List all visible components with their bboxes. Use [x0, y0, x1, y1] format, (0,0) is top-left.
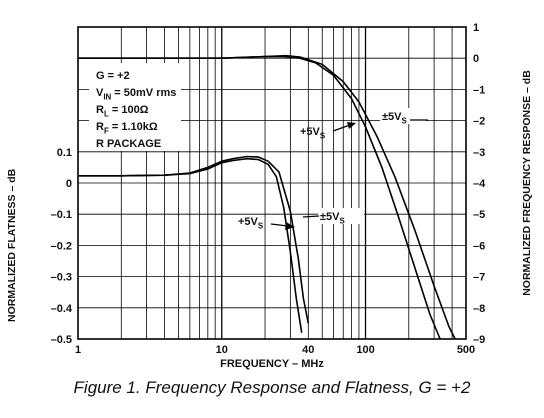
label-backdrop — [318, 208, 364, 224]
x-tick-label: 1 — [75, 344, 81, 356]
arrow-line — [332, 124, 351, 132]
condition-line: RF = 1.10kΩ — [96, 121, 158, 135]
y-right-tick-label: 1 — [473, 22, 479, 34]
x-tick-label: 40 — [302, 344, 314, 356]
y-right-tick-label: –1 — [473, 84, 485, 96]
y-left-tick-label: 0.1 — [57, 147, 72, 159]
series-lines — [78, 54, 456, 340]
response-pm5-label: ±5VS — [382, 111, 407, 125]
y-left-axis-title: NORMALIZED FLATNESS – dB — [6, 168, 18, 322]
condition-line: G = +2 — [96, 70, 130, 82]
arrow-line — [270, 223, 289, 227]
annotations: FREQUENCY – MHz NORMALIZED FLATNESS – dB N… — [6, 63, 533, 370]
series-line-4 — [78, 155, 310, 324]
series-line-2 — [78, 54, 456, 340]
x-tick-label: 500 — [457, 344, 475, 356]
y-right-tick-label: 0 — [473, 53, 479, 65]
condition-line: RL = 100Ω — [96, 104, 149, 118]
y-right-tick-label: –4 — [473, 178, 486, 190]
y-right-tick-label: –3 — [473, 147, 485, 159]
condition-line: VIN = 50mV rms — [96, 87, 176, 101]
flatness-plus5-label: +5VS — [238, 216, 263, 230]
arrowhead — [285, 222, 295, 230]
y-left-tick-label: –0.1 — [51, 209, 72, 221]
x-axis-title: FREQUENCY – MHz — [220, 358, 324, 370]
y-right-tick-label: –9 — [473, 334, 485, 346]
grid — [78, 27, 466, 339]
y-right-tick-label: –5 — [473, 209, 485, 221]
y-right-tick-label: –2 — [473, 116, 485, 128]
leader-line — [302, 215, 320, 218]
y-right-axis-title: NORMALIZED FREQUENCY RESPONSE – dB — [521, 70, 533, 296]
tick-labels: 1 10 40 100 5000.10–0.1–0.2–0.3–0.4–0.510–1–… — [51, 22, 487, 356]
y-left-tick-label: 0 — [66, 178, 72, 190]
arrowhead — [347, 122, 356, 129]
y-left-tick-label: –0.3 — [51, 272, 72, 284]
condition-line: R PACKAGE — [96, 138, 161, 150]
x-tick-label: 100 — [356, 344, 374, 356]
plot-frame — [77, 26, 467, 340]
response-plus5-label: +5VS — [300, 126, 325, 140]
x-tick-label: 10 — [216, 344, 228, 356]
y-left-tick-label: –0.4 — [51, 303, 73, 315]
figure-caption: Figure 1. Frequency Response and Flatnes… — [73, 378, 471, 397]
y-left-tick-label: –0.5 — [51, 334, 72, 346]
y-right-tick-label: –6 — [473, 240, 485, 252]
y-right-tick-label: –7 — [473, 272, 485, 284]
conditions-backdrop — [89, 63, 181, 151]
flatness-pm5-label: ±5VS — [320, 211, 345, 225]
y-right-tick-label: –8 — [473, 303, 485, 315]
y-left-tick-label: –0.2 — [51, 240, 72, 252]
